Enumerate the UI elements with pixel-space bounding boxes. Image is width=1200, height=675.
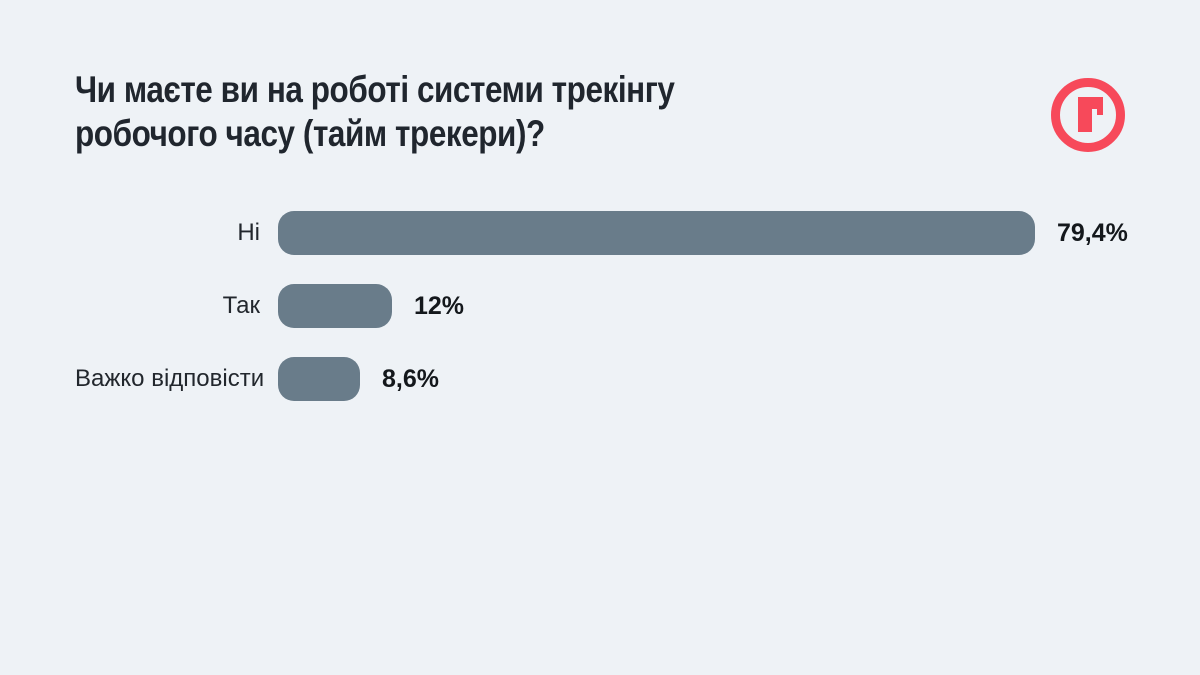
bar-row: Важко відповісти 8,6% bbox=[75, 357, 1175, 401]
bar-row: Ні 79,4% bbox=[75, 211, 1175, 255]
category-label: Так bbox=[222, 292, 260, 319]
bar bbox=[278, 211, 1035, 255]
chart-title: Чи маєте ви на роботі системи трекінгу р… bbox=[75, 68, 675, 156]
value-label: 12% bbox=[414, 291, 465, 320]
value-label: 79,4% bbox=[1057, 218, 1128, 247]
robota-ua-logo bbox=[1050, 77, 1126, 153]
chart-title-line-2: робочого часу (тайм трекери)? bbox=[75, 113, 545, 154]
bar-row: Так 12% bbox=[75, 284, 1175, 328]
bar bbox=[278, 284, 392, 328]
logo-r-icon bbox=[1051, 78, 1125, 152]
bar bbox=[278, 357, 360, 401]
value-label: 8,6% bbox=[382, 364, 439, 393]
bar-chart: Ні 79,4% Так 12% Важко відповісти 8,6% bbox=[75, 211, 1175, 430]
category-label: Ні bbox=[237, 219, 260, 246]
category-label: Важко відповісти bbox=[75, 365, 265, 392]
chart-title-line-1: Чи маєте ви на роботі системи трекінгу bbox=[75, 69, 675, 110]
